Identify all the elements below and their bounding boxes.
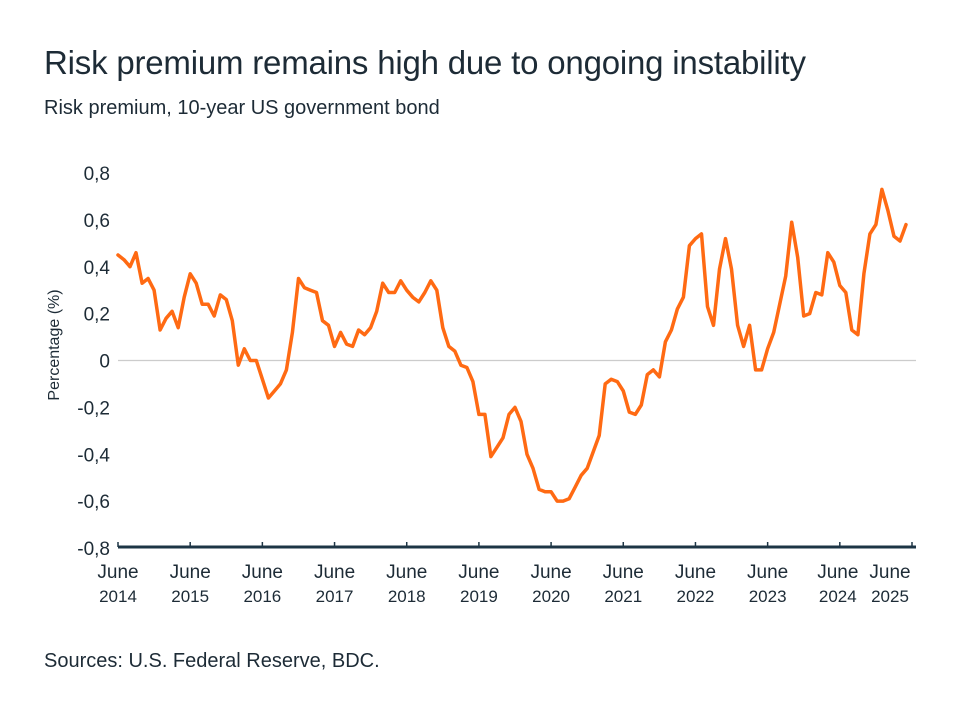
x-tick-label-year: 2020 — [532, 587, 570, 606]
x-tick-label-month: June — [817, 562, 858, 583]
y-tick-label: -0,8 — [77, 539, 110, 560]
y-tick-label: 0 — [99, 352, 110, 373]
y-axis-title: Percentage (%) — [46, 289, 63, 400]
x-tick-label-year: 2019 — [460, 587, 498, 606]
x-tick-label-month: June — [603, 562, 644, 583]
x-axis-ticks: June 2014 June 2015 June 2016 June 2017 June 2018… — [97, 542, 913, 606]
x-tick-label-year: 2021 — [604, 587, 642, 606]
y-tick-label: 0,4 — [84, 258, 111, 279]
y-tick-label: -0,6 — [77, 492, 110, 513]
y-tick-label: 0,8 — [84, 164, 110, 185]
data-points — [117, 189, 907, 502]
y-tick-label: 0,6 — [84, 211, 110, 232]
chart-title: Risk premium remains high due to ongoing… — [44, 44, 806, 81]
x-tick-label-year: 2015 — [171, 587, 209, 606]
x-tick-label-year: 2022 — [677, 587, 715, 606]
x-tick-label-month: June — [242, 562, 283, 583]
x-tick-label-year: 2023 — [749, 587, 787, 606]
y-tick-label: -0,4 — [77, 445, 110, 466]
x-tick-label-year: 2025 — [871, 587, 909, 606]
chart-subtitle: Risk premium, 10-year US government bond — [44, 97, 440, 119]
y-tick-label: 0,2 — [84, 305, 110, 326]
source-note: Sources: U.S. Federal Reserve, BDC. — [44, 650, 380, 672]
x-tick-label-year: 2024 — [819, 587, 857, 606]
x-tick-label-year: 2016 — [243, 587, 281, 606]
x-tick-label-month: June — [170, 562, 211, 583]
x-tick-label-year: 2017 — [316, 587, 354, 606]
x-tick-label-month: June — [314, 562, 355, 583]
x-tick-label-month: June — [747, 562, 788, 583]
x-tick-label-month: June — [458, 562, 499, 583]
x-tick-label-month: June — [530, 562, 571, 583]
x-tick-label-year: 2014 — [99, 587, 137, 606]
y-tick-label: -0,2 — [77, 398, 110, 419]
x-tick-label-month: June — [675, 562, 716, 583]
x-tick-label-year: 2018 — [388, 587, 426, 606]
series-line-risk-premium — [116, 187, 908, 503]
y-axis-ticks: 0,8 0,6 0,4 0,2 0 -0,2 -0,4 -0,6 -0,8 — [77, 164, 110, 560]
x-tick-label-month: June — [869, 562, 910, 583]
x-tick-label-month: June — [386, 562, 427, 583]
x-tick-label-month: June — [97, 562, 138, 583]
